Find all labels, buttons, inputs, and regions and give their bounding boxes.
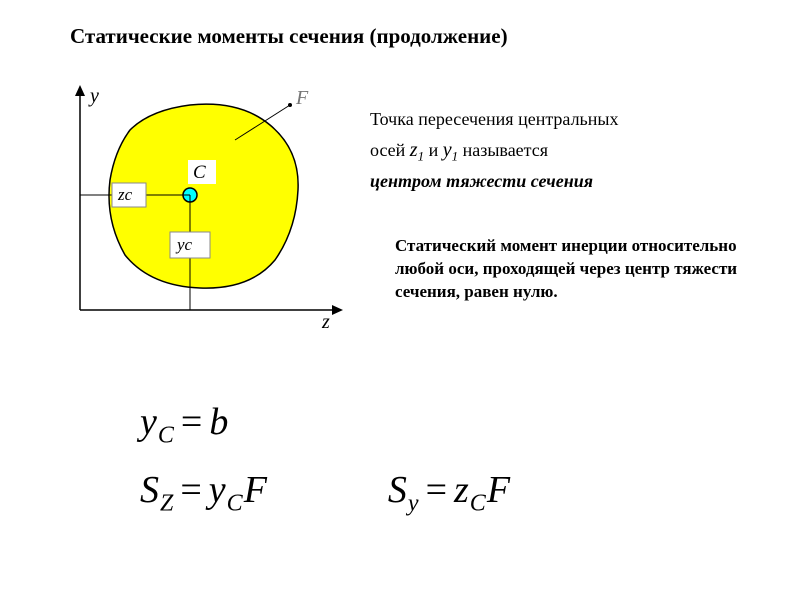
page-title: Статические моменты сечения (продолжение…	[70, 24, 508, 49]
z-axis-arrow	[332, 305, 343, 315]
def-line-3: центром тяжести сечения	[370, 167, 770, 196]
f2-eq: =	[174, 469, 208, 511]
formula-1: yC=b	[140, 400, 740, 450]
f1-lhs-var: y	[140, 401, 158, 443]
f-label: F	[295, 87, 309, 109]
zc-label: zc	[117, 185, 133, 204]
z-var: z	[410, 139, 418, 161]
diagram-svg: y z F C zc yc	[40, 80, 350, 340]
cross-section-diagram: y z F C zc yc	[40, 80, 350, 340]
formula-area: yC=b SZ=yCF Sy=zCF	[140, 400, 740, 535]
y-axis-arrow	[75, 85, 85, 96]
def-line-2: осей z1 и y1 называется	[370, 134, 770, 167]
f1-eq: =	[175, 401, 209, 443]
f2-lhs-var: S	[140, 469, 160, 511]
f3-lhs-sub: y	[408, 490, 420, 516]
f2-rhs-a-sub: C	[227, 490, 244, 516]
f2-rhs-b: F	[244, 469, 268, 511]
def-text-a: осей	[370, 140, 410, 160]
formula-2: SZ=yCF	[140, 468, 268, 518]
yc-label: yc	[175, 235, 193, 254]
y-axis-label: y	[88, 85, 99, 107]
f-pointer-dot	[288, 103, 292, 107]
formula-row: SZ=yCF Sy=zCF	[140, 468, 740, 536]
theorem-text: Статический момент инерции относительно …	[395, 235, 765, 304]
f2-lhs-sub: Z	[160, 490, 174, 516]
f1-lhs-sub: C	[158, 423, 175, 449]
f3-rhs-a-sub: C	[470, 490, 487, 516]
def-text-b: и	[424, 140, 443, 160]
f3-eq: =	[420, 469, 454, 511]
f1-rhs: b	[209, 401, 229, 443]
f3-rhs-a: z	[454, 469, 470, 511]
z-axis-label: z	[321, 311, 330, 333]
f3-rhs-b: F	[487, 469, 511, 511]
f2-rhs-a: y	[209, 469, 227, 511]
definition-text: Точка пересечения центральных осей z1 и …	[370, 105, 770, 196]
formula-3: Sy=zCF	[388, 468, 511, 518]
f3-lhs-var: S	[388, 469, 408, 511]
def-text-c: называется	[458, 140, 548, 160]
c-label: C	[193, 162, 206, 183]
y-var: y	[443, 139, 452, 161]
def-line-1: Точка пересечения центральных	[370, 105, 770, 134]
